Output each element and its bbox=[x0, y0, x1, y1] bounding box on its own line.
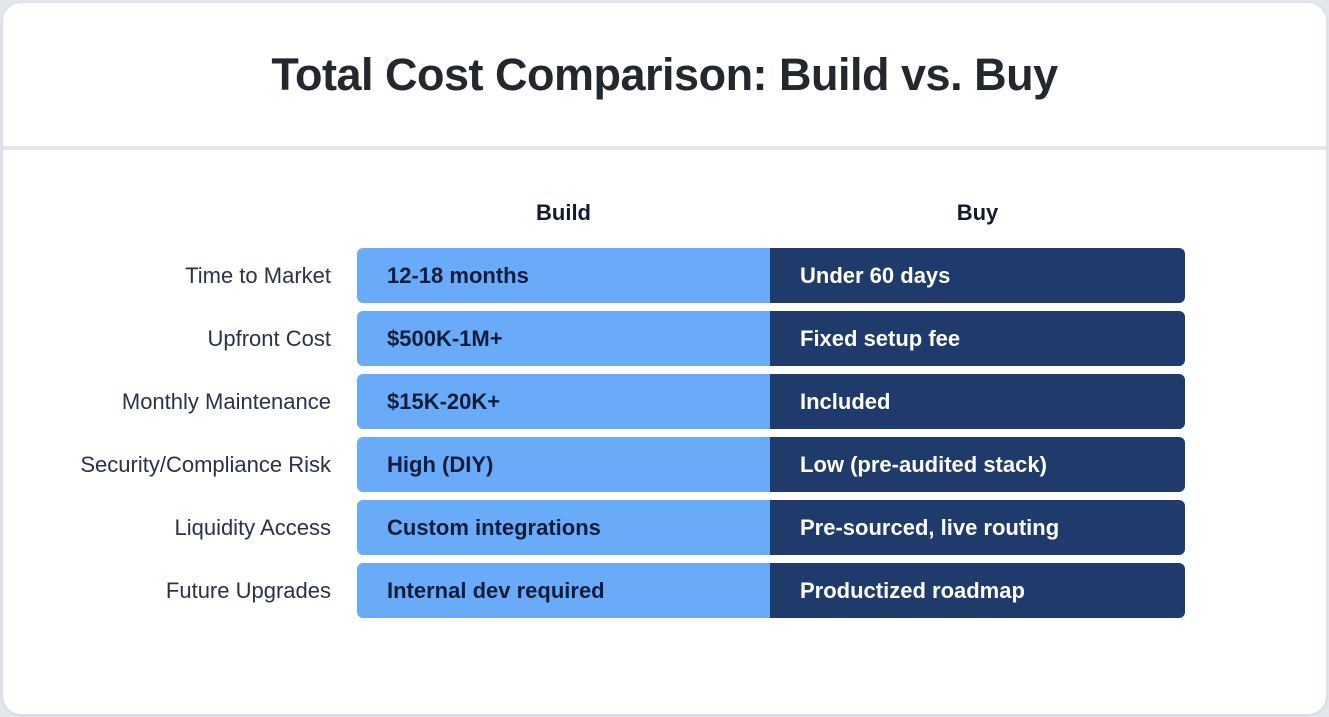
column-header-spacer bbox=[3, 199, 357, 227]
comparison-table: Time to Market 12-18 months Under 60 days U… bbox=[3, 248, 1326, 618]
row-label: Liquidity Access bbox=[174, 514, 331, 540]
row-label: Time to Market bbox=[185, 262, 331, 288]
buy-cell: Pre-sourced, live routing bbox=[770, 500, 1185, 555]
card-body: Build Buy Time to Market 12-18 months Unde… bbox=[3, 150, 1326, 714]
column-header-build: Build bbox=[536, 200, 591, 225]
buy-cell: Productized roadmap bbox=[770, 563, 1185, 618]
page-title: Total Cost Comparison: Build vs. Buy bbox=[271, 48, 1058, 100]
buy-cell: Fixed setup fee bbox=[770, 311, 1185, 366]
build-cell: Custom integrations bbox=[357, 500, 770, 555]
column-header-buy: Buy bbox=[956, 200, 999, 225]
buy-cell: Low (pre-audited stack) bbox=[770, 437, 1185, 492]
build-cell: 12-18 months bbox=[357, 248, 770, 303]
build-cell: High (DIY) bbox=[357, 437, 770, 492]
row-label: Future Upgrades bbox=[165, 577, 331, 603]
comparison-card: Total Cost Comparison: Build vs. Buy Bui… bbox=[3, 3, 1326, 714]
card-header: Total Cost Comparison: Build vs. Buy bbox=[3, 3, 1326, 146]
build-cell: $15K-20K+ bbox=[357, 374, 770, 429]
buy-cell: Included bbox=[770, 374, 1185, 429]
column-headers-row: Build Buy bbox=[3, 199, 1326, 227]
buy-cell: Under 60 days bbox=[770, 248, 1185, 303]
build-cell: Internal dev required bbox=[357, 563, 770, 618]
row-label: Upfront Cost bbox=[207, 325, 332, 351]
build-cell: $500K-1M+ bbox=[357, 311, 770, 366]
row-label: Security/Compliance Risk bbox=[80, 451, 331, 477]
row-label: Monthly Maintenance bbox=[121, 388, 331, 414]
